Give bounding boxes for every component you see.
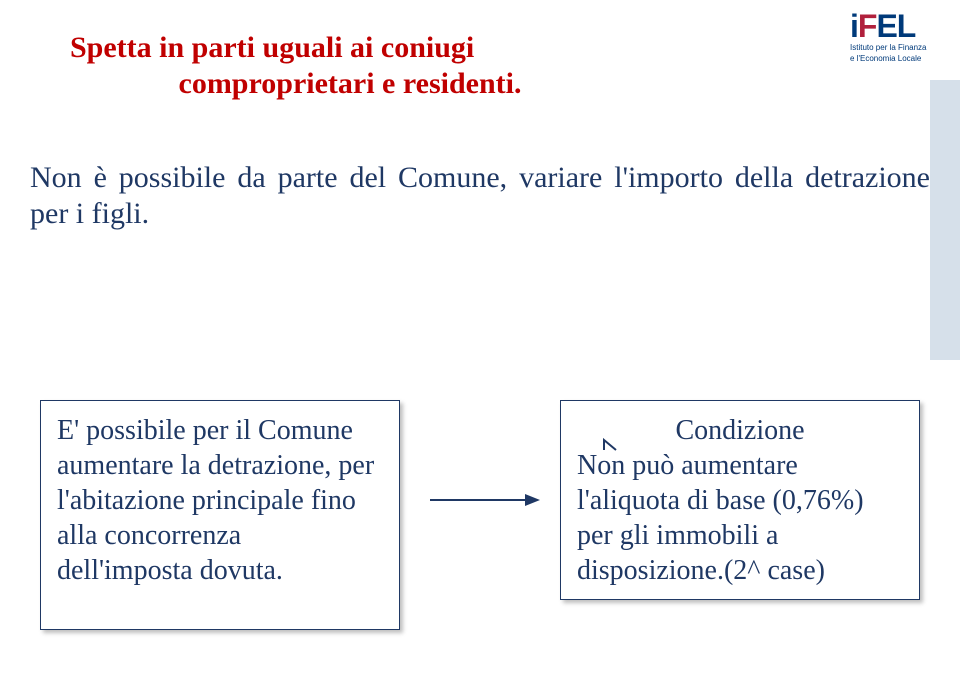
logo-text: iFEL <box>850 10 930 42</box>
title-line-2: comproprietari e residenti. <box>70 66 630 102</box>
slide: { "title": { "line1": "Spetta in parti u… <box>0 0 960 688</box>
title-line-1: Spetta in parti uguali ai coniugi <box>70 30 630 66</box>
box-right-title: Condizione <box>577 413 903 448</box>
logo-subtitle-2: e l'Economia Locale <box>850 55 930 64</box>
title: Spetta in parti uguali ai coniugi compro… <box>70 30 630 102</box>
box-left: E' possibile per il Comune aumentare la … <box>40 400 400 630</box>
side-stripe <box>930 80 960 360</box>
arrow-icon <box>430 490 540 510</box>
logo-dot: F <box>858 8 877 44</box>
box-left-text: E' possibile per il Comune aumentare la … <box>57 415 374 586</box>
box-right: Condizione Non può aumentare l'aliquota … <box>560 400 920 600</box>
body-paragraph: Non è possibile da parte del Comune, var… <box>30 160 930 232</box>
logo-subtitle-1: Istituto per la Finanza <box>850 44 930 53</box>
logo: iFEL Istituto per la Finanza e l'Economi… <box>850 10 930 64</box>
box-right-text: Non può aumentare l'aliquota di base (0,… <box>577 450 864 586</box>
